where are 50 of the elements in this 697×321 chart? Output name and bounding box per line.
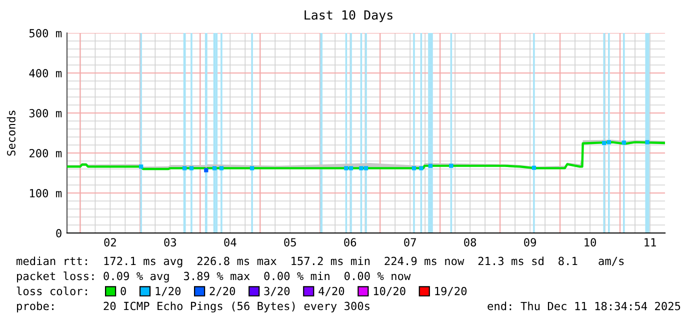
x-tick-label: 06 — [344, 238, 356, 247]
x-tick-label: 05 — [284, 238, 296, 247]
y-axis-title: Seconds — [6, 110, 16, 156]
point — [344, 166, 348, 170]
text: median rtt: 172.1 ms avg 226.8 ms max 157.2 ms min 224.9 ms now 21.3 ms sd 8.1 am/s — [16, 256, 624, 268]
text: packet loss: 0.09 % avg 3.89 % max 0.00 % min 0.00 % now — [17, 272, 411, 282]
x-tick-label: 09 — [524, 238, 536, 247]
point — [189, 166, 194, 170]
point — [419, 166, 424, 170]
point — [348, 166, 354, 170]
point — [532, 166, 536, 170]
legend-label: 4/20 — [318, 286, 344, 296]
point — [606, 140, 612, 144]
y-tick-label: 300 m — [29, 109, 62, 118]
legend-title: loss color: — [16, 286, 87, 296]
y-tick-label: 0 — [56, 229, 62, 238]
legend-label: 1/20 — [156, 286, 181, 296]
point — [219, 166, 224, 170]
y-tick-label: 400 m — [29, 69, 62, 78]
point — [364, 166, 368, 170]
point — [602, 140, 606, 146]
legend-label: 2/20 — [210, 286, 236, 296]
y-tick-label: 500 m — [29, 29, 62, 38]
text: end: Thu Dec 11 18:34:54 2025 — [488, 302, 680, 310]
x-tick-label: 04 — [224, 238, 236, 247]
x-tick-label: 03 — [164, 238, 176, 247]
point — [622, 140, 626, 145]
y-tick-label: 200 m — [30, 149, 62, 158]
point — [412, 166, 416, 170]
legend-label: 19/20 — [435, 286, 467, 296]
legend-label: 10/20 — [374, 286, 406, 296]
x-tick-label: 07 — [404, 238, 416, 247]
point — [428, 164, 433, 168]
point — [212, 166, 217, 170]
x-tick-label: 10 — [584, 238, 596, 247]
chart-title: Last 10 Days — [304, 10, 392, 22]
x-tick-label: 02 — [104, 238, 116, 247]
point — [359, 166, 364, 170]
text: probe: 20 ICMP Echo Pings (56 Bytes) every 300s — [17, 302, 370, 312]
point — [138, 164, 144, 169]
point — [250, 166, 254, 170]
legend-label: 0 — [120, 286, 126, 296]
x-tick-label: 08 — [464, 238, 476, 247]
point — [182, 166, 187, 170]
legend-label: 3/20 — [264, 286, 290, 296]
x-tick-label: 11 — [644, 238, 656, 246]
point — [449, 164, 454, 168]
point — [204, 168, 208, 172]
point — [645, 140, 650, 144]
y-tick-label: 100 m — [30, 189, 62, 198]
